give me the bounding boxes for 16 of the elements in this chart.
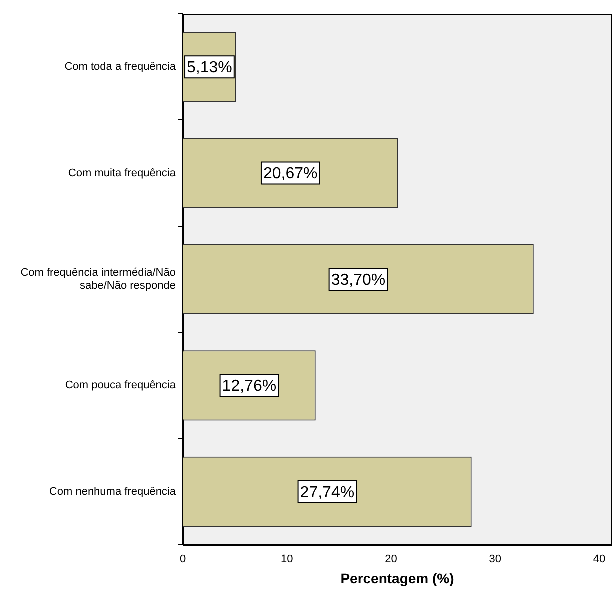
data-label: 5,13% — [187, 60, 232, 77]
x-tick-label: 10 — [281, 554, 294, 566]
x-tick-label: 20 — [385, 554, 398, 566]
y-tick-label: Com pouca frequência — [65, 380, 177, 392]
x-tick-label: 40 — [593, 554, 606, 566]
y-tick-label: Com nenhuma frequência — [49, 486, 177, 498]
y-tick-label: Com muita frequência — [68, 167, 177, 180]
x-axis-title: Percentagem (%) — [340, 570, 454, 586]
data-label: 33,70% — [331, 272, 386, 289]
data-label: 20,67% — [263, 166, 318, 183]
y-tick-label: Com frequência intermédia/Não sabe/Não responde — [20, 266, 176, 292]
x-tick-label: 30 — [489, 554, 502, 566]
y-tick-label: Com toda a frequência — [64, 61, 177, 74]
x-tick-label: 0 — [180, 554, 186, 566]
data-label: 12,76% — [222, 378, 277, 396]
data-label: 27,74% — [300, 484, 355, 502]
